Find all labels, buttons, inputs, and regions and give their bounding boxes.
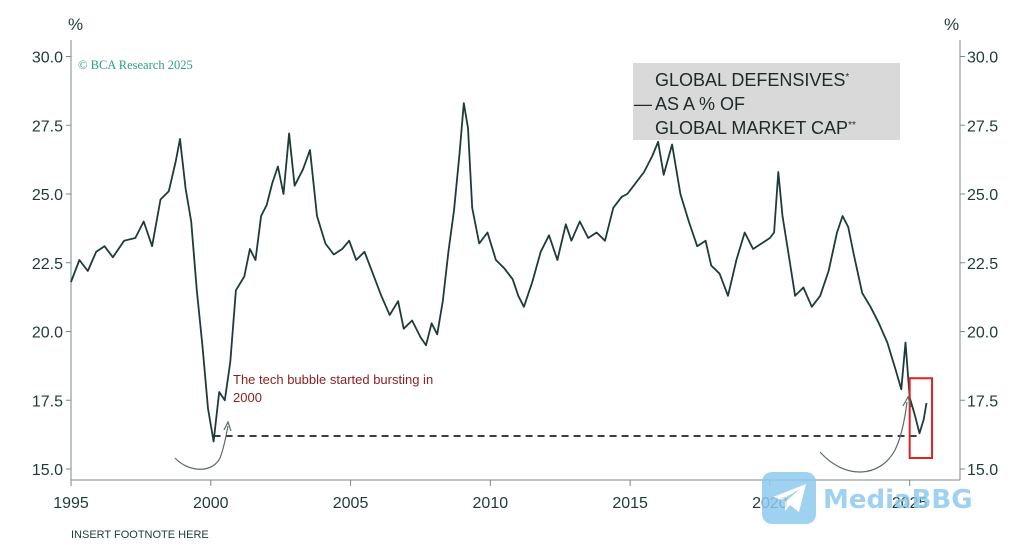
title-dash: — bbox=[634, 94, 652, 114]
watermark-text: MediaBBG bbox=[823, 485, 973, 515]
telegram-icon bbox=[762, 472, 816, 524]
y-unit-right: % bbox=[944, 15, 959, 34]
arrow-2025-curve bbox=[819, 401, 908, 473]
y-tick-label-left: 30.0 bbox=[32, 50, 63, 67]
arrow-2025-head bbox=[902, 395, 912, 408]
x-tick-label: 2010 bbox=[473, 495, 509, 512]
title-line-1: GLOBAL DEFENSIVES* bbox=[655, 70, 849, 90]
title-line-2: AS A % OF bbox=[655, 94, 745, 114]
y-tick-label-left: 25.0 bbox=[32, 187, 63, 204]
x-tick-label: 2005 bbox=[333, 495, 369, 512]
y-tick-label-right: 20.0 bbox=[967, 325, 998, 342]
y-tick-label-left: 17.5 bbox=[32, 393, 63, 410]
y-tick-label-left: 27.5 bbox=[32, 118, 63, 135]
annotation-line-2: 2000 bbox=[233, 390, 262, 405]
x-axis: 1995200020052010201520202025 bbox=[53, 480, 928, 512]
y-tick-label-right: 27.5 bbox=[967, 118, 998, 135]
y-tick-label-right: 17.5 bbox=[967, 393, 998, 410]
x-tick-label: 1995 bbox=[53, 495, 89, 512]
title-box bbox=[633, 63, 900, 140]
y-tick-label-right: 15.0 bbox=[967, 462, 998, 479]
y-axis-left: 15.0 17.5 20.0 22.5 25.0 27.5 30.0 bbox=[32, 50, 71, 479]
y-unit-left: % bbox=[68, 15, 83, 34]
y-tick-label-left: 22.5 bbox=[32, 256, 63, 273]
annotation-line-1: The tech bubble started bursting in bbox=[233, 372, 433, 387]
series-line bbox=[70, 102, 928, 443]
recent-low-highlight-box bbox=[908, 377, 934, 459]
chart-credit: © BCΑ Research 2025 bbox=[78, 58, 193, 72]
y-tick-label-left: 15.0 bbox=[32, 462, 63, 479]
y-tick-label-right: 22.5 bbox=[967, 256, 998, 273]
x-tick-label: 2000 bbox=[193, 495, 229, 512]
x-tick-label: 2015 bbox=[612, 495, 648, 512]
y-axis-right: 15.0 17.5 20.0 22.5 25.0 27.5 30.0 bbox=[960, 50, 998, 479]
arrow-2000-curve bbox=[174, 425, 229, 470]
footnote: INSERT FOOTNOTE HERE bbox=[71, 529, 209, 541]
arrow-2000-head bbox=[223, 420, 232, 432]
y-tick-label-right: 30.0 bbox=[967, 50, 998, 67]
y-tick-label-left: 20.0 bbox=[32, 325, 63, 342]
title-line-3: GLOBAL MARKET CAP** bbox=[655, 118, 856, 138]
x-tick-label: 2025 bbox=[892, 495, 928, 512]
y-tick-label-right: 25.0 bbox=[967, 187, 998, 204]
telegram-plane-glyph bbox=[773, 484, 806, 512]
watermark: MediaBBG bbox=[762, 472, 973, 524]
